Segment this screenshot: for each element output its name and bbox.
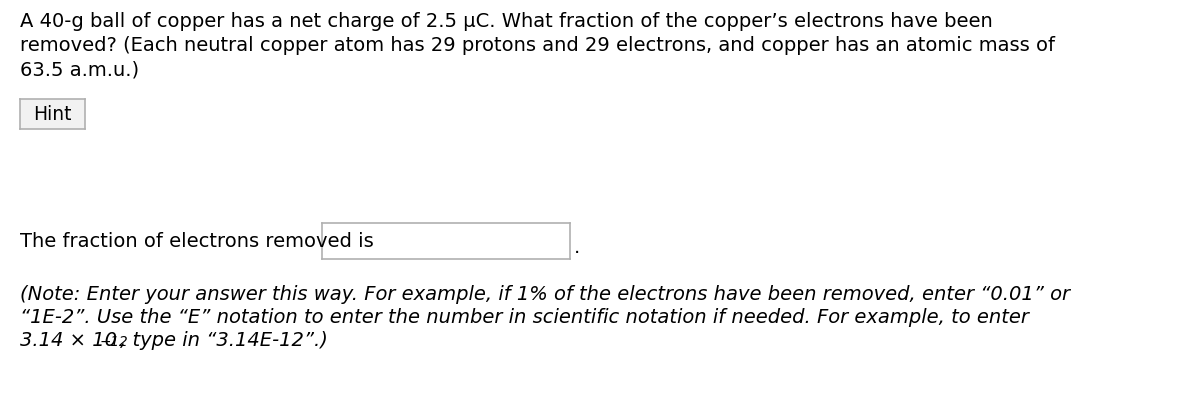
Text: removed? (Each neutral copper atom has 29 protons and 29 electrons, and copper h: removed? (Each neutral copper atom has 2…: [20, 36, 1055, 55]
Text: 3.14 × 10: 3.14 × 10: [20, 330, 118, 349]
Text: The fraction of electrons removed is: The fraction of electrons removed is: [20, 231, 373, 250]
Text: 63.5 a.m.u.): 63.5 a.m.u.): [20, 60, 139, 79]
Text: (Note: Enter your answer this way. For example, if 1% of the electrons have been: (Note: Enter your answer this way. For e…: [20, 284, 1070, 303]
Text: Hint: Hint: [34, 105, 72, 124]
Text: .: .: [574, 238, 581, 257]
Text: −12: −12: [100, 334, 128, 348]
Text: “1E-2”. Use the “E” notation to enter the number in scientific notation if neede: “1E-2”. Use the “E” notation to enter th…: [20, 307, 1028, 326]
Text: A 40-g ball of copper has a net charge of 2.5 μC. What fraction of the copper’s : A 40-g ball of copper has a net charge o…: [20, 12, 992, 31]
Text: , type in “3.14E-12”.): , type in “3.14E-12”.): [120, 330, 328, 349]
